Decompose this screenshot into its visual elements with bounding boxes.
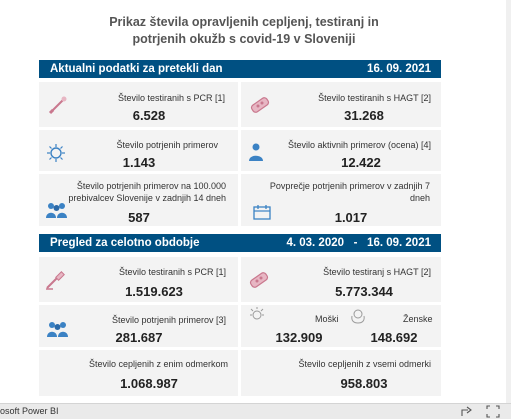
section-total-date-to: 16. 09. 2021 [367, 237, 431, 249]
powerbi-brand-link[interactable]: osoft Power BI [0, 406, 59, 416]
people-group-icon [46, 203, 67, 218]
card-total-vacc-all: Število cepljenih z vsemi odmerki 958.80… [241, 350, 441, 396]
rapid-test-icon [250, 97, 270, 113]
daily-avg7-label-line2: dneh [409, 193, 430, 203]
total-confirmed-label: Število potrjenih primerov [3] [111, 315, 226, 325]
share-icon[interactable] [460, 405, 474, 418]
daily-hagt-value: 31.268 [344, 108, 384, 123]
daily-active-value: 12.422 [341, 155, 381, 170]
card-daily-confirmed: Število potrjenih primerov 1.143 [39, 130, 238, 171]
test-tube-icon [46, 271, 65, 290]
report-title: Prikaz števila opravljenih cepljenj, tes… [50, 14, 438, 48]
daily-active-label: Število aktivnih primerov (ocena) [4] [287, 140, 431, 150]
card-daily-active: Število aktivnih primerov (ocena) [4] 12… [241, 130, 441, 171]
section-total-date-from: 4. 03. 2020 [286, 237, 345, 249]
card-total-gender: Moški 132.909 Ženske 148.692 [241, 305, 441, 347]
card-total-confirmed: Število potrjenih primerov [3] 281.687 [39, 305, 238, 347]
total-confirmed-value: 281.687 [115, 330, 163, 345]
section-daily-date: 16. 09. 2021 [367, 63, 431, 75]
powerbi-footer: osoft Power BI [0, 403, 511, 419]
female-icon [351, 309, 365, 324]
daily-pcr-label: Število testiranih s PCR [1] [117, 93, 225, 103]
section-total-header: Pregled za celotno obdobje 4. 03. 2020 -… [39, 234, 441, 252]
total-vacc-one-label: Število cepljenih z enim odmerkom [88, 359, 228, 369]
total-male-value: 132.909 [275, 330, 323, 345]
card-daily-per100k: Število potrjenih primerov na 100.000 pr… [39, 174, 238, 226]
daily-hagt-label: Število testiranih s HAGT [2] [318, 93, 431, 103]
total-pcr-value: 1.519.623 [125, 284, 183, 299]
section-total-date-sep: - [353, 237, 358, 249]
total-vacc-one-value: 1.068.987 [120, 376, 178, 391]
card-total-vacc-one: Število cepljenih z enim odmerkom 1.068.… [39, 350, 238, 396]
person-icon [249, 143, 263, 161]
section-total-label: Pregled za celotno obdobje [50, 237, 200, 249]
card-daily-hagt: Število testiranih s HAGT [2] 31.268 [241, 82, 441, 127]
rapid-test-icon [249, 272, 269, 288]
fullscreen-icon[interactable] [486, 405, 500, 418]
report-canvas: Prikaz števila opravljenih cepljenj, tes… [39, 0, 511, 403]
total-hagt-value: 5.773.344 [335, 284, 393, 299]
total-female-value: 148.692 [370, 330, 418, 345]
virus-icon [47, 144, 65, 162]
section-daily-header: Aktualni podatki za pretekli dan 16. 09.… [39, 60, 441, 78]
total-hagt-label: Število testiranj s HAGT [2] [323, 267, 431, 277]
daily-avg7-value: 1.017 [334, 210, 368, 225]
daily-avg7-label-line1: Povprečje potrjenih primerov v zadnjih 7 [269, 181, 430, 191]
daily-per100k-label: Število potrjenih primerov na 100.000 pr… [68, 180, 226, 204]
card-daily-avg7: Povprečje potrjenih primerov v zadnjih 7… [241, 174, 441, 226]
daily-pcr-value: 6.528 [132, 108, 166, 123]
section-total-daterange: 4. 03. 2020 - 16. 09. 2021 [286, 234, 431, 252]
total-vacc-all-value: 958.803 [340, 376, 388, 391]
report-title-line2: potrjenih okužb s covid-19 v Sloveniji [132, 32, 356, 46]
total-pcr-label: Število testiranih s PCR [1] [118, 267, 226, 277]
card-daily-pcr: Število testiranih s PCR [1] 6.528 [39, 82, 238, 127]
card-total-pcr: Število testiranih s PCR [1] 1.519.623 [39, 257, 238, 302]
section-daily-label: Aktualni podatki za pretekli dan [50, 63, 223, 75]
report-title-line1: Prikaz števila opravljenih cepljenj, tes… [109, 15, 379, 29]
total-female-label: Ženske [403, 314, 433, 324]
daily-per100k-value: 587 [128, 210, 150, 225]
calendar-icon [253, 205, 271, 220]
total-male-label: Moški [315, 314, 339, 324]
daily-per100k-label-line2: prebivalcev Slovenije v zadnjih 14 dneh [68, 193, 226, 203]
male-icon [250, 307, 264, 320]
vertical-scrollbar[interactable] [506, 0, 511, 403]
daily-per100k-label-line1: Število potrjenih primerov na 100.000 [76, 181, 226, 191]
card-total-hagt: Število testiranj s HAGT [2] 5.773.344 [241, 257, 441, 302]
people-group-icon [47, 322, 68, 337]
test-swab-icon [48, 96, 67, 115]
daily-confirmed-label: Število potrjenih primerov [116, 140, 218, 150]
total-vacc-all-label: Število cepljenih z vsemi odmerki [298, 359, 431, 369]
daily-confirmed-value: 1.143 [122, 155, 156, 170]
daily-avg7-label: Povprečje potrjenih primerov v zadnjih 7… [270, 180, 430, 204]
